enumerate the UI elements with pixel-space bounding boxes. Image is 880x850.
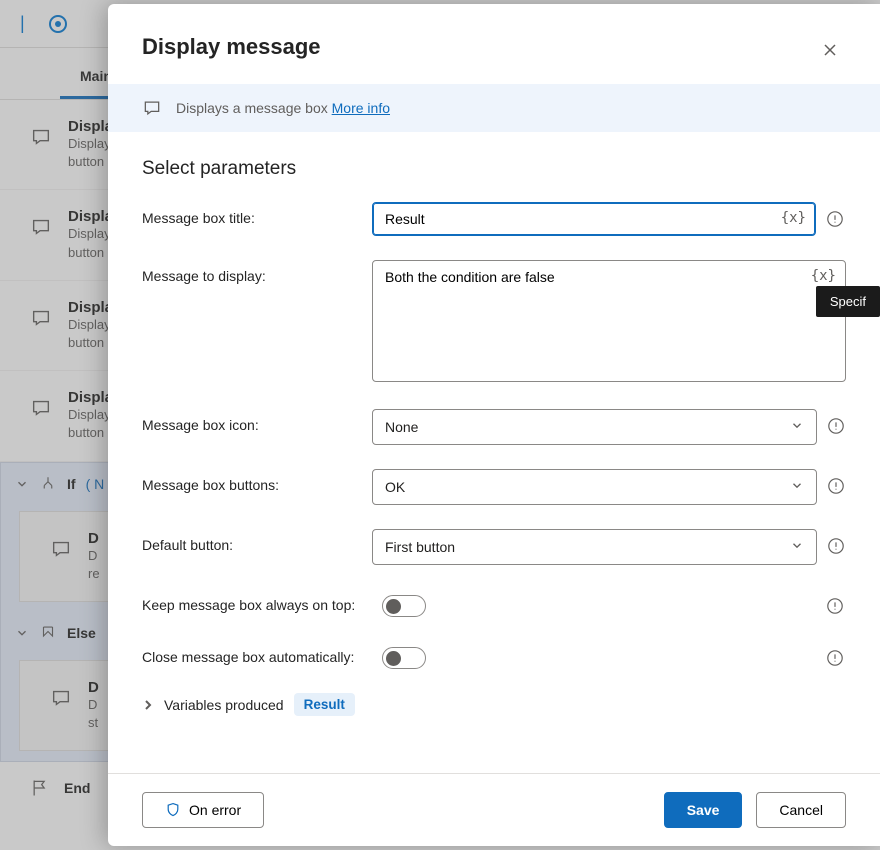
info-text: Displays a message box: [176, 100, 328, 116]
default-button-select[interactable]: First button: [372, 529, 817, 565]
chevron-down-icon: [790, 419, 804, 436]
chevron-down-icon: [790, 539, 804, 556]
produced-variable[interactable]: Result: [294, 693, 355, 716]
insert-variable-button[interactable]: {x}: [811, 268, 836, 284]
display-message-dialog: Display message Displays a message box M…: [108, 4, 880, 846]
close-icon: [822, 42, 838, 58]
message-body-input[interactable]: Both the condition are false: [372, 260, 846, 382]
field-label-message: Message to display:: [142, 260, 372, 284]
variables-produced-label: Variables produced: [164, 697, 284, 713]
shield-icon: [165, 802, 181, 818]
save-button[interactable]: Save: [664, 792, 743, 828]
section-heading: Select parameters: [142, 158, 846, 180]
more-info-link[interactable]: More info: [332, 100, 390, 116]
variables-produced-row[interactable]: Variables produced Result: [142, 693, 846, 716]
on-error-button[interactable]: On error: [142, 792, 264, 828]
select-value: None: [385, 419, 418, 435]
field-label-buttons: Message box buttons:: [142, 469, 372, 493]
insert-variable-button[interactable]: {x}: [781, 210, 806, 226]
field-label-ontop: Keep message box always on top:: [142, 589, 382, 613]
close-button[interactable]: [814, 34, 846, 66]
message-title-input[interactable]: [372, 202, 816, 236]
tooltip: Specif: [816, 286, 880, 317]
help-icon[interactable]: [827, 417, 846, 437]
select-value: OK: [385, 479, 405, 495]
help-icon[interactable]: [826, 597, 846, 617]
help-icon[interactable]: [826, 649, 846, 669]
field-label-auto: Close message box automatically:: [142, 641, 382, 665]
auto-close-toggle[interactable]: [382, 647, 426, 669]
select-value: First button: [385, 539, 455, 555]
dialog-title: Display message: [142, 34, 321, 60]
help-icon[interactable]: [826, 210, 846, 230]
help-icon[interactable]: [827, 537, 846, 557]
chevron-down-icon: [790, 479, 804, 496]
info-banner: Displays a message box More info: [108, 84, 880, 132]
help-icon[interactable]: [827, 477, 846, 497]
field-label-icon: Message box icon:: [142, 409, 372, 433]
chevron-right-icon: [142, 699, 154, 711]
speech-bubble-icon: [142, 98, 162, 118]
field-label-default: Default button:: [142, 529, 372, 553]
field-label-title: Message box title:: [142, 202, 372, 226]
on-error-label: On error: [189, 802, 241, 818]
message-buttons-select[interactable]: OK: [372, 469, 817, 505]
keep-on-top-toggle[interactable]: [382, 595, 426, 617]
message-icon-select[interactable]: None: [372, 409, 817, 445]
cancel-button[interactable]: Cancel: [756, 792, 846, 828]
